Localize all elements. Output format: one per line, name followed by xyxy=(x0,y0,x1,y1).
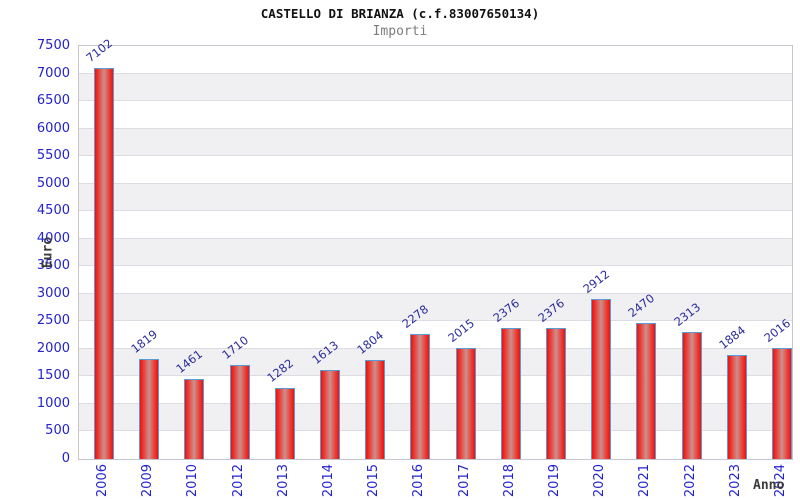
x-tick-label-2023: 2023 xyxy=(727,464,743,498)
y-tick-label: 1500 xyxy=(36,368,70,384)
chart-title: CASTELLO DI BRIANZA (c.f.83007650134) xyxy=(260,6,540,21)
x-tick-label-2012: 2012 xyxy=(230,464,246,498)
grid-band xyxy=(79,321,792,349)
x-tick-label-2021: 2021 xyxy=(637,464,653,498)
y-tick-label: 2000 xyxy=(36,340,70,356)
bar-2021 xyxy=(636,323,657,459)
y-tick-label: 4500 xyxy=(36,203,70,219)
x-tick-label-2010: 2010 xyxy=(185,464,201,498)
y-tick-label: 3000 xyxy=(36,285,70,301)
x-axis-title: Anno xyxy=(753,478,785,493)
y-tick-label: 2500 xyxy=(36,313,70,329)
grid-band xyxy=(79,266,792,294)
bar-2023 xyxy=(726,355,747,459)
y-tick-label: 6000 xyxy=(36,120,70,136)
y-tick-label: 3500 xyxy=(36,258,70,274)
x-tick-label-2020: 2020 xyxy=(592,464,608,498)
grid-band xyxy=(79,73,792,102)
y-tick-label: 500 xyxy=(45,423,70,439)
grid-band xyxy=(79,128,792,157)
y-tick-label: 5000 xyxy=(36,175,70,191)
y-tick-label: 1000 xyxy=(36,395,70,411)
grid-band xyxy=(79,101,792,129)
grid-band xyxy=(79,156,792,184)
bar-2016 xyxy=(410,333,431,459)
grid-band xyxy=(79,238,792,267)
bar-2019 xyxy=(546,328,566,459)
grid-band xyxy=(79,183,792,212)
grid-band xyxy=(79,211,792,239)
y-axis-title: Euro xyxy=(40,236,56,269)
bar-2015 xyxy=(365,359,386,459)
bar-2010 xyxy=(184,378,205,459)
bar-2013 xyxy=(274,388,295,459)
x-tick-label-2019: 2019 xyxy=(547,464,562,498)
x-tick-label-2009: 2009 xyxy=(140,464,156,498)
plot-area: 7102 1819 1461 1710 1282 1613 1804 2278 2015 2376… xyxy=(78,36,793,460)
bar-2012 xyxy=(229,364,250,459)
bar-2009 xyxy=(139,358,160,459)
y-tick-label: 7500 xyxy=(36,38,70,53)
x-tick-label-2017: 2017 xyxy=(456,464,472,498)
bar-2006 xyxy=(94,67,114,459)
bar-2022 xyxy=(681,331,702,459)
y-tick-label: 6500 xyxy=(36,93,70,109)
y-tick-label: 0 xyxy=(61,451,70,466)
x-tick-label-2013: 2013 xyxy=(275,464,291,498)
x-tick-label-2014: 2014 xyxy=(321,464,336,498)
x-tick-label-2006: 2006 xyxy=(95,464,110,498)
y-tick-label: 4000 xyxy=(36,230,70,246)
chart-subtitle: Importi xyxy=(372,24,428,39)
x-tick-label-2015: 2015 xyxy=(366,464,382,498)
grid-band xyxy=(79,46,792,74)
grid-band xyxy=(79,293,792,322)
bar-2017 xyxy=(455,348,476,459)
bar-2024 xyxy=(772,348,792,459)
x-tick-label-2018: 2018 xyxy=(501,464,517,498)
bar-2018 xyxy=(500,328,521,459)
grid-band xyxy=(79,348,792,377)
x-tick-label-2016: 2016 xyxy=(411,464,427,498)
x-tick-label-2022: 2022 xyxy=(682,464,698,498)
y-tick-label: 7000 xyxy=(36,65,70,81)
bar-2014 xyxy=(320,370,340,459)
bar-2020 xyxy=(591,298,612,459)
y-tick-label: 5500 xyxy=(36,148,70,164)
